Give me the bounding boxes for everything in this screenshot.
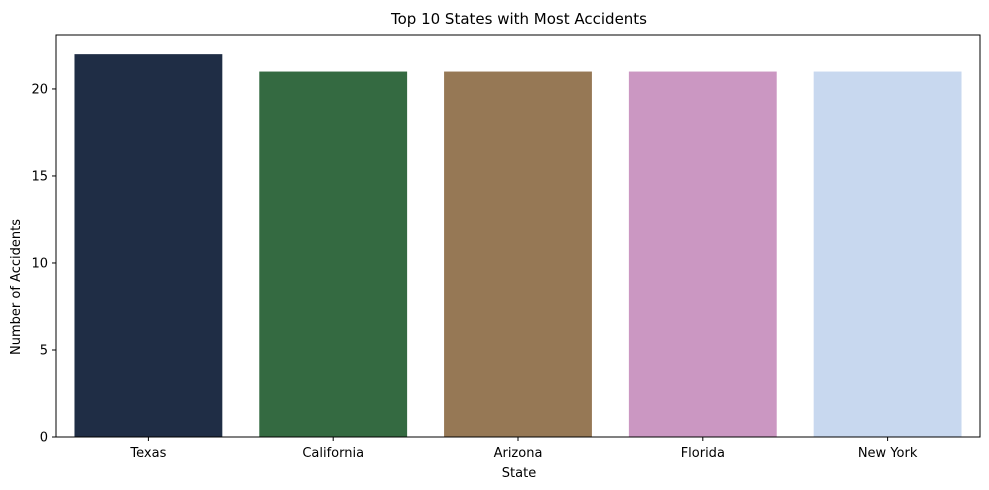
bar-new-york — [813, 71, 962, 437]
y-axis-label: Number of Accidents — [9, 219, 24, 355]
y-tick-label: 5 — [40, 343, 48, 358]
x-axis-label: State — [502, 466, 536, 481]
bar-florida — [628, 71, 777, 437]
x-tick-label: California — [302, 446, 364, 461]
bar-texas — [74, 54, 223, 438]
x-tick-label: Arizona — [494, 446, 543, 461]
x-tick-label: Florida — [681, 446, 725, 461]
y-tick-labels: 0 5 10 15 20 — [31, 82, 56, 446]
y-tick-label: 15 — [31, 169, 48, 184]
plot-frame — [55, 34, 981, 438]
bar-california — [259, 71, 408, 437]
x-tick-label: New York — [858, 446, 918, 461]
y-tick-label: 0 — [40, 431, 48, 446]
x-tick-labels: Texas California Arizona Florida New York — [129, 437, 918, 461]
axes-frame — [55, 34, 981, 438]
y-tick-label: 10 — [31, 256, 48, 271]
x-tick-label: Texas — [129, 446, 166, 461]
chart-title: Top 10 States with Most Accidents — [390, 10, 647, 28]
y-tick-label: 20 — [31, 82, 48, 97]
bars-group — [74, 54, 962, 438]
bar-arizona — [444, 71, 592, 437]
